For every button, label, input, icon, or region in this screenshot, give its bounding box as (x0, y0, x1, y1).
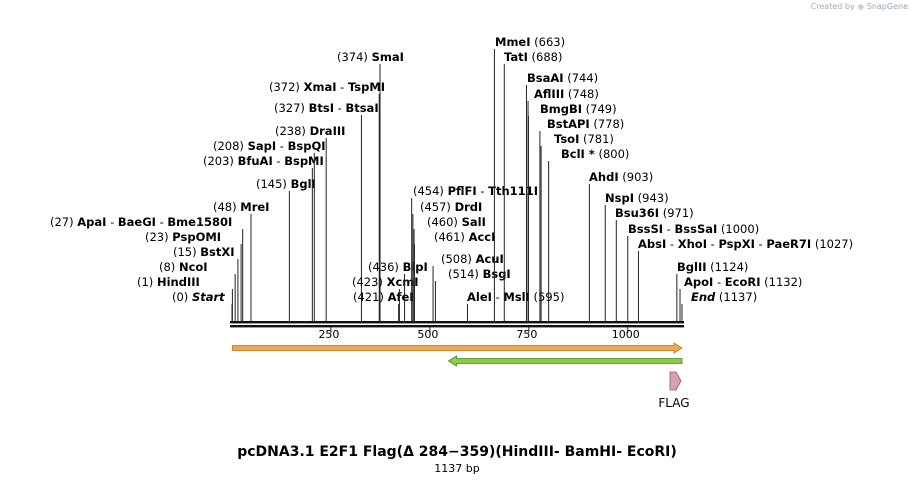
flag-feature-arrow (669, 371, 682, 391)
site-label-apoi: ApoI - EcoRI (1132) (684, 275, 802, 289)
site-label-bstxi: (15) BstXI (173, 245, 235, 259)
reverse-orf-arrow (447, 355, 683, 367)
site-label-xcmi: (423) XcmI (352, 275, 419, 289)
site-label-bmgbi: BmgBI (749) (540, 102, 617, 116)
site-label-bsaai: BsaAI (744) (527, 71, 598, 85)
site-label-end: End (1137) (691, 290, 757, 304)
site-label-afliii: AflIII (748) (534, 87, 599, 101)
site-label-start: (0) Start (172, 290, 225, 304)
site-label-tati: TatI (688) (504, 50, 563, 64)
forward-orf-arrow (231, 342, 683, 354)
site-label-mmei: MmeI (663) (495, 35, 565, 49)
site-label-mrei: (48) MreI (213, 200, 269, 214)
site-label-bsssi: BssSI - BssSaI (1000) (628, 222, 759, 236)
snapgene-logo-icon: ◉ (857, 2, 865, 11)
site-label-btsi: (327) BtsI - BtsaI (274, 101, 379, 115)
plasmid-linear-map: 250 500 750 1000 (0) Start(1) HindIII(8) Nco… (50, 35, 853, 410)
site-label-smai: (374) SmaI (337, 50, 404, 64)
site-label-tsoi: TsoI (781) (554, 132, 614, 146)
site-label-hindiii: (1) HindIII (137, 275, 200, 289)
credit-brand: SnapGene (866, 2, 908, 11)
site-label-drdi: (457) DrdI (420, 200, 482, 214)
site-label-xmai: (372) XmaI - TspMI (269, 80, 385, 94)
map-length: 1137 bp (434, 462, 480, 475)
site-label-ahdi: AhdI (903) (589, 170, 653, 184)
flag-feature-label: FLAG (658, 396, 689, 410)
tick-label: 750 (516, 328, 537, 341)
tick-label: 1000 (612, 328, 640, 341)
site-label-bsu36i: Bsu36I (971) (615, 206, 694, 220)
tick-label: 500 (417, 328, 438, 341)
site-label-apai: (27) ApaI - BaeGI - Bme1580I (50, 215, 232, 229)
site-label-ncoi: (8) NcoI (159, 260, 208, 274)
site-label-bglii: BglII (1124) (677, 260, 748, 274)
snapgene-credit: Created by ◉ SnapGene (811, 2, 908, 11)
backbone-bottom-strand (230, 325, 684, 328)
site-label-afei: (421) AfeI (353, 290, 414, 304)
site-label-bstapi: BstAPI (778) (547, 117, 624, 131)
tick-label: 250 (318, 328, 339, 341)
site-label-pspomi: (23) PspOMI (145, 230, 221, 244)
site-label-absi: AbsI - XhoI - PspXI - PaeR7I (1027) (638, 237, 853, 251)
credit-prefix: Created by (810, 2, 855, 11)
backbone-top-strand (230, 321, 684, 324)
site-label-blpi: (436) BlpI (368, 260, 428, 274)
map-title: pcDNA3.1 E2F1 Flag(Δ 284−359)(HindIII- B… (237, 444, 677, 460)
site-label-draiii: (238) DraIII (275, 124, 345, 138)
site-label-pflfi: (454) PflFI - Tth111I (413, 184, 538, 198)
site-label-bsgi: (514) BsgI (448, 267, 511, 281)
site-label-sali: (460) SalI (427, 215, 486, 229)
site-label-alei: AleI - MslI (595) (467, 290, 565, 304)
site-label-acui: (508) AcuI (441, 252, 504, 266)
site-label-bgli: (145) BglI (256, 177, 316, 191)
site-label-bfuai: (203) BfuAI - BspMI (203, 154, 324, 168)
site-label-sapi: (208) SapI - BspQI (213, 139, 326, 153)
site-label-acci: (461) AccI (434, 230, 495, 244)
site-label-bcli: BclI * (800) (561, 147, 629, 161)
site-label-nspi: NspI (943) (605, 191, 669, 205)
